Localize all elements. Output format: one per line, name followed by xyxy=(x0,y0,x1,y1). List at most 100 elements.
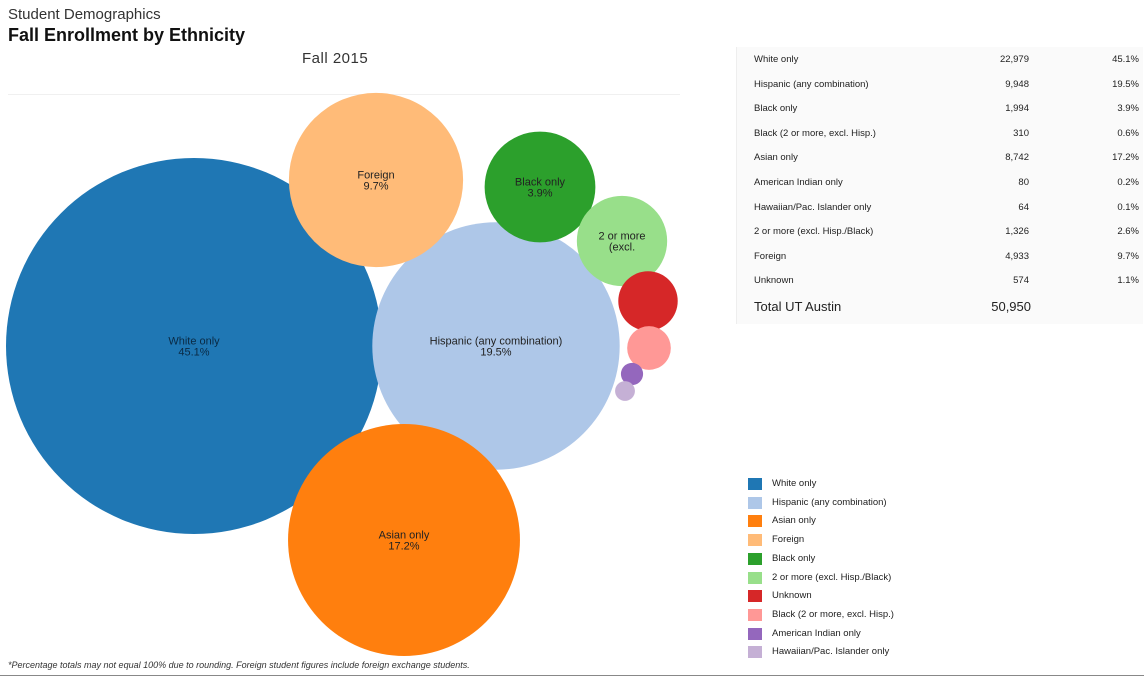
row-label: Hawaiian/Pac. Islander only xyxy=(754,201,872,213)
table-row: Unknown 574 1.1% xyxy=(737,270,1143,292)
legend-item: Black (2 or more, excl. Hisp.) xyxy=(748,608,1048,622)
row-label: Hispanic (any combination) xyxy=(754,78,869,90)
bubble-black-2-or-more-excl-hisp xyxy=(627,326,671,370)
table-row: White only 22,979 45.1% xyxy=(737,49,1143,71)
bubble-black-only xyxy=(484,131,596,243)
row-label: Black (2 or more, excl. Hisp.) xyxy=(754,127,876,139)
bubble-asian-only xyxy=(288,424,520,656)
row-label: Asian only xyxy=(754,152,798,164)
bubble-hispanic-any-combination xyxy=(372,222,620,470)
row-percent: 17.2% xyxy=(1112,152,1139,164)
row-percent: 45.1% xyxy=(1112,54,1139,65)
row-count: 22,979 xyxy=(999,54,1029,65)
row-percent: 19.5% xyxy=(1112,78,1139,90)
plot-top-rule xyxy=(8,94,680,95)
bubble-label-hispanic-any-combination-0: Hispanic (any combination) xyxy=(430,336,563,348)
enrollment-table: White only 22,979 45.1% Hispanic (any combi… xyxy=(736,47,1143,324)
bubble-label-2-or-more-excl-hisp-black-0: 2 or more xyxy=(598,231,645,243)
legend-swatch xyxy=(748,646,762,659)
bubble-label-foreign-0: Foreign xyxy=(357,170,394,182)
legend-label: Black only xyxy=(772,552,816,564)
table-row: Black (2 or more, excl. Hisp.) 310 0.6% xyxy=(737,123,1143,145)
legend-item: Unknown xyxy=(748,589,1048,603)
table-row: Foreign 4,933 9.7% xyxy=(737,246,1143,268)
row-count: 4,933 xyxy=(1005,250,1029,262)
row-percent: 0.6% xyxy=(1117,127,1139,139)
row-percent: 2.6% xyxy=(1117,226,1139,238)
bubble-label-asian-only-1: 17.2% xyxy=(388,541,419,553)
row-count: 1,994 xyxy=(1005,103,1029,115)
table-row: 2 or more (excl. Hisp./Black) 1,326 2.6% xyxy=(737,221,1143,243)
table-row: Hispanic (any combination) 9,948 19.5% xyxy=(737,74,1143,96)
row-percent: 0.1% xyxy=(1117,201,1139,213)
row-label: Foreign xyxy=(754,250,787,262)
bubble-american-indian-only xyxy=(620,362,644,386)
row-percent: 1.1% xyxy=(1117,275,1139,287)
total-count: 50,950 xyxy=(991,299,1031,314)
bubble-hawaiian-pac-islander-only xyxy=(615,381,635,401)
chart-subtitle: Fall 2015 xyxy=(302,50,369,67)
row-percent: 3.9% xyxy=(1117,103,1139,115)
bubble-white-only xyxy=(6,158,382,534)
footnote: *Percentage totals may not equal 100% du… xyxy=(8,660,470,670)
bubble-foreign xyxy=(288,92,464,268)
bubble-2-or-more-excl-hisp-black xyxy=(576,195,668,287)
bubble-label-hispanic-any-combination-1: 19.5% xyxy=(480,347,511,359)
bubble-label-white-only-0: White only xyxy=(168,336,220,348)
row-label: Unknown xyxy=(754,275,794,287)
chart-title: Fall Enrollment by Ethnicity xyxy=(8,25,246,45)
row-label: White only xyxy=(754,54,799,65)
legend-label: 2 or more (excl. Hisp./Black) xyxy=(772,571,892,583)
row-count: 64 xyxy=(1018,201,1029,213)
legend-label: American Indian only xyxy=(772,627,861,639)
table-row: American Indian only 80 0.2% xyxy=(737,172,1143,194)
legend-label: Unknown xyxy=(772,590,812,602)
legend-swatch xyxy=(748,627,762,640)
bubble-label-foreign-1: 9.7% xyxy=(363,181,388,193)
legend-swatch xyxy=(748,534,762,547)
bubble-label-black-only-1: 3.9% xyxy=(527,188,552,200)
row-label: 2 or more (excl. Hisp./Black) xyxy=(754,226,874,238)
legend-swatch xyxy=(748,478,762,490)
table-row: Black only 1,994 3.9% xyxy=(737,98,1143,120)
super-title: Student Demographics xyxy=(8,6,161,23)
table-row: Hawaiian/Pac. Islander only 64 0.1% xyxy=(737,197,1143,219)
legend-label: Asian only xyxy=(772,515,816,527)
row-percent: 0.2% xyxy=(1117,177,1139,188)
legend-label: Hispanic (any combination) xyxy=(772,496,887,508)
legend-item: Asian only xyxy=(748,514,1048,528)
legend-item: White only xyxy=(748,477,1048,491)
legend-label: White only xyxy=(772,478,817,489)
legend-item: Hawaiian/Pac. Islander only xyxy=(748,645,1048,659)
legend-label: Black (2 or more, excl. Hisp.) xyxy=(772,608,894,620)
row-percent: 9.7% xyxy=(1117,250,1139,262)
legend-item: Foreign xyxy=(748,533,1048,547)
legend-item: Black only xyxy=(748,552,1048,566)
total-label: Total UT Austin xyxy=(754,299,842,314)
bubble-unknown xyxy=(618,271,678,331)
legend-swatch xyxy=(748,571,762,584)
legend-swatch xyxy=(748,590,762,603)
row-count: 9,948 xyxy=(1005,78,1029,90)
legend-item: American Indian only xyxy=(748,627,1048,641)
legend-swatch xyxy=(748,515,762,528)
legend-label: Foreign xyxy=(772,534,805,546)
row-count: 80 xyxy=(1018,177,1029,188)
legend-swatch xyxy=(748,552,762,565)
table-total-row: Total UT Austin 50,950 xyxy=(737,297,1143,319)
row-count: 1,326 xyxy=(1005,226,1029,238)
legend-item: Hispanic (any combination) xyxy=(748,496,1048,510)
legend-swatch xyxy=(748,496,762,509)
bubble-label-white-only-1: 45.1% xyxy=(178,347,209,359)
row-count: 574 xyxy=(1013,275,1029,287)
row-count: 310 xyxy=(1013,127,1029,139)
row-label: American Indian only xyxy=(754,177,843,188)
table-row: Asian only 8,742 17.2% xyxy=(737,147,1143,169)
legend-swatch xyxy=(748,608,762,621)
bubble-label-asian-only-0: Asian only xyxy=(379,530,430,542)
legend-item: 2 or more (excl. Hisp./Black) xyxy=(748,571,1048,585)
bubble-label-black-only-0: Black only xyxy=(515,177,566,189)
bubble-label-2-or-more-excl-hisp-black-1: (excl. xyxy=(609,242,635,254)
legend-label: Hawaiian/Pac. Islander only xyxy=(772,646,890,658)
